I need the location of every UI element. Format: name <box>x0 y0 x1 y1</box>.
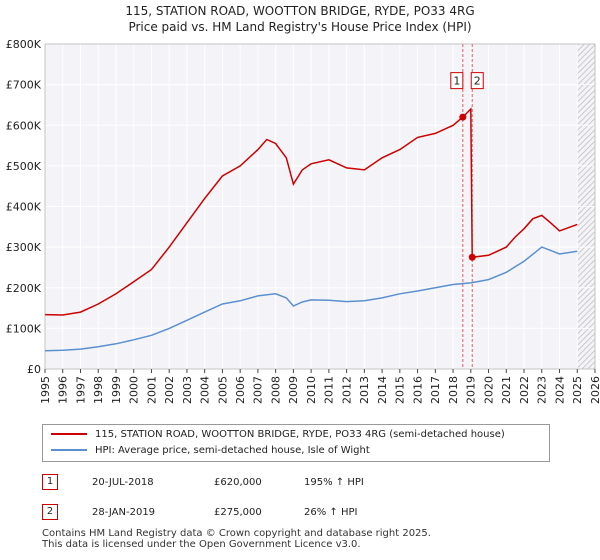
legend-label-hpi: HPI: Average price, semi-detached house,… <box>95 445 370 456</box>
x-tick-label: 2020 <box>482 376 495 404</box>
x-tick-label: 2022 <box>518 376 531 404</box>
y-tick-label: £800K <box>6 38 42 51</box>
x-tick-label: 2018 <box>447 376 460 404</box>
x-tick-label: 2021 <box>500 376 513 404</box>
x-tick-label: 2019 <box>465 376 478 404</box>
transaction-price: £620,000 <box>214 477 262 488</box>
x-tick-label: 2015 <box>394 376 407 404</box>
y-tick-label: £500K <box>6 160 42 173</box>
y-tick-label: £300K <box>6 241 42 254</box>
footer-copyright: Contains HM Land Registry data © Crown c… <box>42 528 431 539</box>
x-tick-label: 2000 <box>128 376 141 404</box>
chart-subtitle: Price paid vs. HM Land Registry's House … <box>128 20 472 34</box>
y-tick-label: £0 <box>27 363 41 376</box>
y-tick-label: £700K <box>6 79 42 92</box>
y-tick-label: £100K <box>6 322 42 335</box>
transaction-marker-box: 1 <box>450 72 464 90</box>
x-tick-label: 2012 <box>340 376 353 404</box>
hpi-series-line <box>44 246 578 352</box>
transaction-date: 28-JAN-2019 <box>92 507 156 518</box>
legend-item-property: 115, STATION ROAD, WOOTTON BRIDGE, RYDE,… <box>51 428 505 442</box>
property-series-line <box>44 107 578 316</box>
x-tick-label: 2013 <box>358 376 371 404</box>
legend-swatch-property <box>51 433 87 435</box>
legend-item-hpi: HPI: Average price, semi-detached house,… <box>51 444 370 458</box>
x-tick-label: 2001 <box>145 376 158 404</box>
x-tick-label: 2005 <box>216 376 229 404</box>
x-tick-label: 2004 <box>199 376 212 404</box>
chart-title: 115, STATION ROAD, WOOTTON BRIDGE, RYDE,… <box>125 4 475 18</box>
x-tick-label: 2007 <box>252 376 265 404</box>
transaction-point <box>459 113 467 121</box>
marker-box <box>450 72 464 90</box>
transaction-marker: 1 <box>42 474 58 490</box>
x-tick-label: 2011 <box>323 376 336 404</box>
transaction-price: £275,000 <box>214 507 262 518</box>
footer-licence: This data is licensed under the Open Gov… <box>42 539 361 550</box>
x-tick-label: 1997 <box>74 376 87 404</box>
y-tick-label: £200K <box>6 282 42 295</box>
footer: Contains HM Land Registry data © Crown c… <box>42 528 431 550</box>
transaction-marker: 2 <box>42 504 58 520</box>
x-tick-label: 2006 <box>234 376 247 404</box>
x-tick-label: 2026 <box>589 376 600 404</box>
x-tick-label: 2002 <box>163 376 176 404</box>
x-tick-label: 1995 <box>39 376 52 404</box>
transaction-marker-box: 2 <box>470 72 484 90</box>
x-tick-label: 2009 <box>287 376 300 404</box>
x-tick-label: 1996 <box>57 376 70 404</box>
transaction-hpi: 195% ↑ HPI <box>304 477 364 488</box>
x-tick-label: 2014 <box>376 376 389 404</box>
x-tick-label: 1998 <box>92 376 105 404</box>
x-tick-label: 2017 <box>429 376 442 404</box>
legend-label-property: 115, STATION ROAD, WOOTTON BRIDGE, RYDE,… <box>95 429 505 440</box>
x-tick-label: 2016 <box>411 376 424 404</box>
x-tick-label: 2003 <box>181 376 194 404</box>
x-tick-label: 2008 <box>269 376 282 404</box>
plot-border <box>44 43 596 370</box>
transaction-hpi: 26% ↑ HPI <box>304 507 358 518</box>
x-tick-label: 2025 <box>571 376 584 404</box>
transaction-point <box>468 253 476 261</box>
legend: 115, STATION ROAD, WOOTTON BRIDGE, RYDE,… <box>42 424 550 462</box>
marker-label: 1 <box>453 75 460 88</box>
price-chart: £0 £100K £200K £300K £400K £500K £600K £700K £80… <box>6 38 600 404</box>
x-tick-label: 2024 <box>553 376 566 404</box>
x-tick-label: 2023 <box>536 376 549 404</box>
x-tick-label: 1999 <box>110 376 123 404</box>
marker-box <box>470 72 484 90</box>
legend-swatch-hpi <box>51 449 87 451</box>
x-tick-label: 2010 <box>305 376 318 404</box>
transaction-date: 20-JUL-2018 <box>92 477 154 488</box>
marker-label: 2 <box>474 75 481 88</box>
y-tick-label: £400K <box>6 201 42 214</box>
y-tick-label: £600K <box>6 119 42 132</box>
